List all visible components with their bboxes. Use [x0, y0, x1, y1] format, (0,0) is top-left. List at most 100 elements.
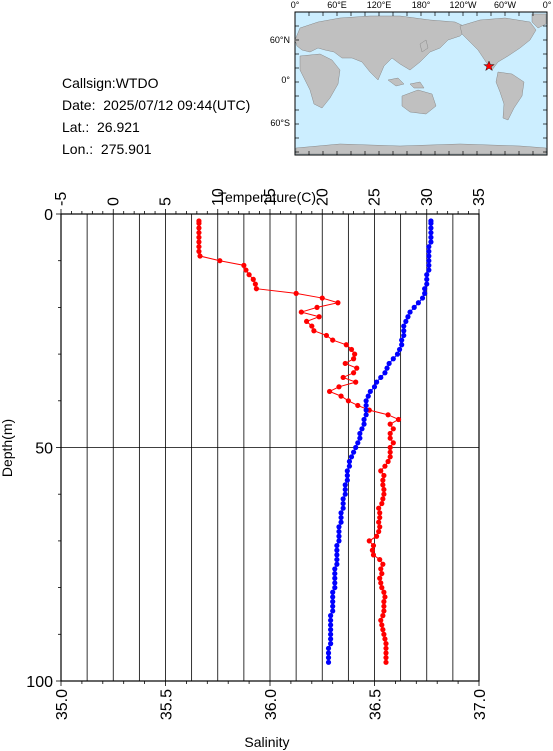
temperature-data-point	[380, 496, 386, 502]
temperature-data-point	[196, 244, 202, 250]
map-longitude-label: 0°	[291, 0, 300, 10]
map-latitude-label: 0°	[281, 75, 290, 85]
salinity-data-point	[428, 230, 434, 236]
salinity-data-point	[359, 426, 365, 432]
salinity-data-point	[342, 491, 348, 497]
salinity-data-point	[428, 225, 434, 231]
salinity-data-point	[422, 290, 428, 296]
map-longitude-label: 60°E	[327, 0, 347, 10]
temperature-data-point	[390, 440, 396, 446]
salinity-data-point	[342, 482, 348, 488]
temperature-data-point	[196, 220, 202, 226]
depth-tick-label: 50	[35, 441, 53, 458]
salinity-data-point	[346, 463, 353, 469]
depth-axis-label: Depth(m)	[0, 419, 15, 477]
temperature-data-point	[381, 631, 387, 637]
salinity-tick-label: 37.0	[472, 689, 489, 720]
salinity-data-point	[328, 636, 334, 642]
salinity-data-point	[390, 356, 396, 362]
temperature-data-point	[373, 533, 380, 539]
salinity-data-point	[365, 393, 371, 399]
temperature-data-point	[196, 239, 202, 245]
salinity-data-point	[357, 435, 363, 441]
temperature-data-point	[378, 468, 384, 474]
salinity-data-point	[325, 655, 332, 661]
temperature-data-point	[348, 346, 355, 353]
temperature-data-point	[381, 472, 387, 479]
temperature-data-point	[326, 388, 333, 395]
temperature-data-point	[342, 360, 348, 367]
temperature-data-point	[298, 309, 304, 315]
temperature-data-point	[376, 528, 382, 535]
temperature-data-point	[311, 328, 317, 334]
temperature-data-point	[252, 281, 258, 287]
data-series	[196, 218, 434, 665]
map-longitude-label: 120°E	[367, 0, 392, 10]
temperature-data-point	[387, 435, 393, 441]
salinity-data-point	[428, 239, 434, 245]
temperature-data-point	[383, 650, 389, 656]
temperature-tick-label: 5	[158, 197, 175, 206]
temperature-data-point	[383, 645, 389, 651]
temperature-data-point	[351, 356, 357, 362]
salinity-data-point	[334, 542, 340, 549]
salinity-data-point	[348, 454, 355, 460]
salinity-tick-label: 36.5	[368, 689, 385, 720]
salinity-data-point	[330, 603, 336, 609]
salinity-data-point	[336, 538, 342, 544]
salinity-data-point	[405, 314, 411, 320]
salinity-data-point	[426, 267, 432, 273]
temperature-data-point	[387, 421, 393, 427]
salinity-data-point	[394, 351, 401, 357]
salinity-data-point	[342, 486, 348, 493]
salinity-data-point	[344, 472, 350, 479]
salinity-data-point	[399, 337, 405, 343]
temperature-data-point	[383, 659, 389, 665]
salinity-data-point	[338, 514, 344, 521]
salinity-axis-label: Salinity	[244, 734, 289, 750]
temperature-data-point	[196, 225, 202, 231]
map-longitude-label: 180°	[412, 0, 431, 10]
map-frame-ticks	[294, 11, 548, 155]
salinity-data-point	[396, 346, 403, 353]
temperature-tick-label: 30	[419, 188, 436, 206]
temperature-data-point	[382, 594, 388, 600]
temperature-data-point	[250, 276, 256, 282]
temperature-data-point	[380, 627, 386, 633]
salinity-data-point	[328, 613, 334, 619]
temperature-data-point	[369, 547, 376, 553]
temperature-data-point	[379, 570, 385, 577]
temperature-data-point	[378, 580, 384, 586]
salinity-data-point	[328, 627, 334, 633]
salinity-data-point	[330, 594, 336, 600]
temperature-data-point	[351, 370, 357, 376]
temperature-data-point	[377, 556, 383, 563]
map-latitude-label: 60°S	[270, 118, 290, 128]
salinity-data-point	[325, 645, 332, 651]
temperature-data-point	[381, 599, 387, 605]
date-text: Date: 2025/07/12 09:44(UTC)	[62, 97, 251, 113]
salinity-tick-label: 36.0	[263, 689, 280, 720]
temperature-data-point	[381, 608, 387, 614]
salinity-data-point	[386, 360, 392, 367]
salinity-data-point	[363, 407, 369, 413]
temperature-data-point	[338, 393, 344, 399]
temperature-data-point	[390, 426, 396, 432]
salinity-data-point	[332, 585, 338, 591]
temperature-data-point	[246, 272, 252, 278]
temperature-data-point	[370, 542, 377, 549]
temperature-data-point	[340, 374, 346, 381]
callsign-text: Callsign:WTDO	[62, 75, 159, 91]
temperature-data-point	[314, 304, 320, 310]
salinity-data-point	[340, 505, 346, 511]
location-map: 0° 60°E 120°E 180° 120°W 60°W 0° 60°N 0° 60°S	[270, 0, 552, 156]
temperature-data-point	[354, 365, 360, 371]
salinity-data-point	[415, 300, 421, 306]
map-longitude-ticks: 0° 60°E 120°E 180° 120°W 60°W 0°	[291, 0, 552, 10]
temperature-data-point	[197, 253, 203, 259]
temperature-data-point	[378, 566, 384, 572]
temperature-data-point	[380, 482, 386, 488]
salinity-data-point	[422, 286, 428, 292]
temperature-data-point	[352, 351, 358, 357]
